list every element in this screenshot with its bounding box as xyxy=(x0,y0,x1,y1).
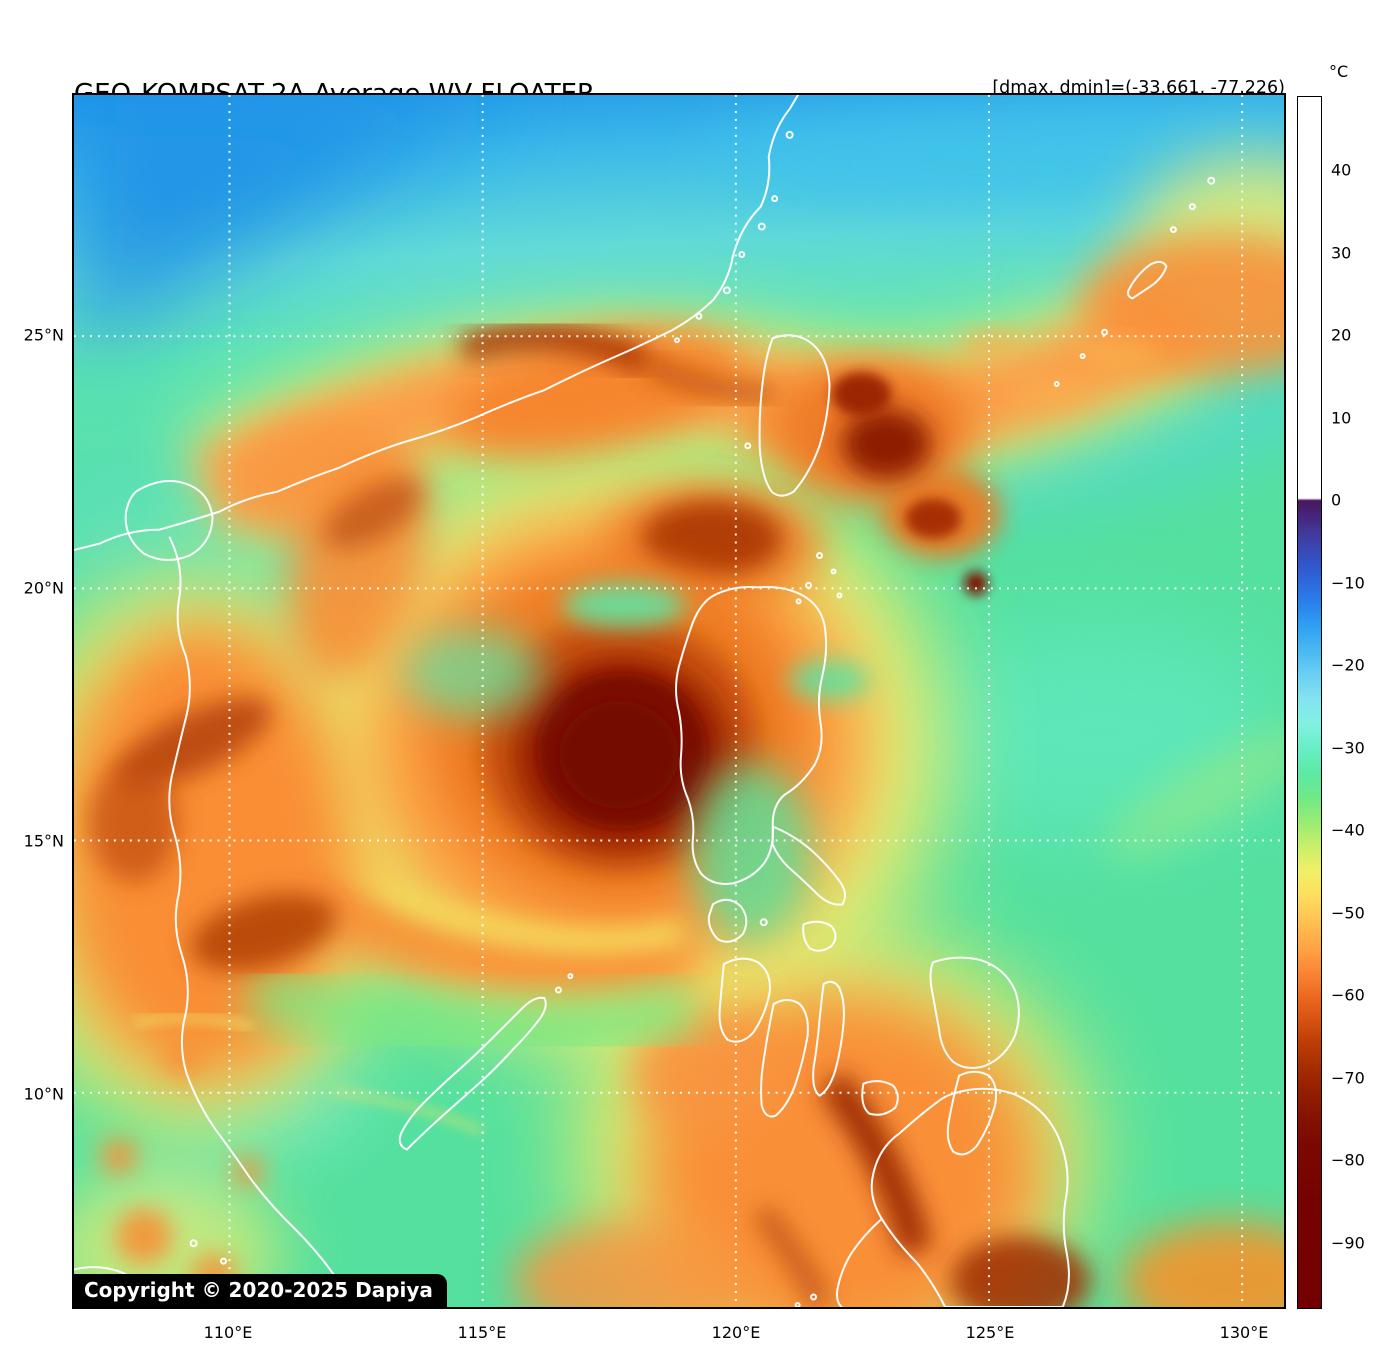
colorbar-tick-label: 20 xyxy=(1331,325,1352,345)
lon-tick-label: 120°E xyxy=(711,1323,761,1342)
satellite-wv-image xyxy=(74,95,1284,1307)
colorbar-gradient xyxy=(1298,97,1321,1308)
colorbar xyxy=(1297,96,1322,1309)
lon-tick-label: 115°E xyxy=(457,1323,507,1342)
lon-tick-label: 125°E xyxy=(965,1323,1015,1342)
colorbar-tick-label: −40 xyxy=(1331,820,1365,840)
colorbar-tick-label: 0 xyxy=(1331,490,1342,510)
lat-tick-label: 20°N xyxy=(23,578,64,598)
colorbar-tick-label: −10 xyxy=(1331,573,1365,593)
colorbar-tick-label: −30 xyxy=(1331,738,1365,758)
lat-tick-label: 10°N xyxy=(23,1084,64,1104)
colorbar-tick-label: −50 xyxy=(1331,903,1365,923)
satellite-map: Copyright © 2020-2025 Dapiya xyxy=(72,93,1286,1309)
colorbar-tick-label: −20 xyxy=(1331,655,1365,675)
lon-tick-label: 130°E xyxy=(1219,1323,1269,1342)
copyright-badge: Copyright © 2020-2025 Dapiya xyxy=(74,1274,447,1307)
colorbar-tick-label: 30 xyxy=(1331,243,1352,263)
colorbar-tick-label: −70 xyxy=(1331,1068,1365,1088)
latlon-gridlines xyxy=(74,95,1284,1307)
lat-tick-label: 25°N xyxy=(23,325,64,345)
colorbar-tick-label: −80 xyxy=(1331,1150,1365,1170)
colorbar-tick-label: −90 xyxy=(1331,1233,1365,1253)
colorbar-tick-label: −60 xyxy=(1331,985,1365,1005)
colorbar-unit-label: °C xyxy=(1329,62,1349,81)
colorbar-tick-label: 40 xyxy=(1331,160,1352,180)
lat-tick-label: 15°N xyxy=(23,831,64,851)
lon-tick-label: 110°E xyxy=(203,1323,253,1342)
colorbar-tick-label: 10 xyxy=(1331,408,1352,428)
